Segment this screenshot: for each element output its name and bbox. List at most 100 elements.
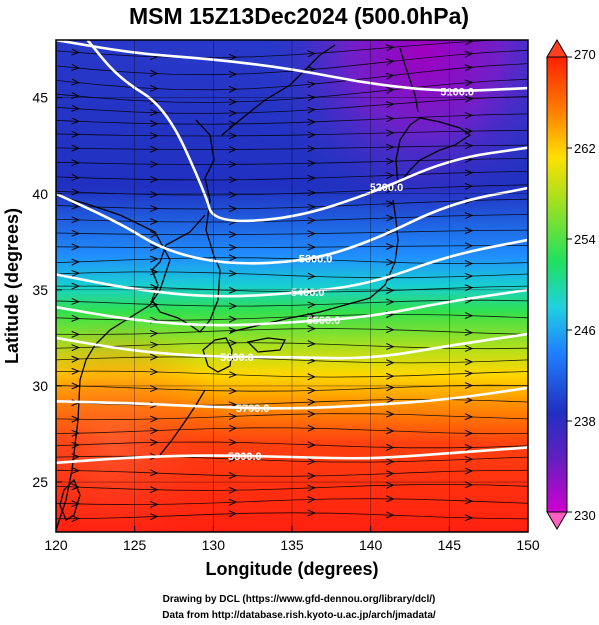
wind-arrow <box>71 243 80 251</box>
wind-arrow <box>71 415 80 423</box>
wind-arrow <box>228 145 238 153</box>
wind-arrow <box>150 244 159 251</box>
wind-arrow <box>71 467 80 474</box>
y-tick-label: 35 <box>32 282 48 298</box>
wind-arrow <box>71 355 80 363</box>
wind-arrow <box>386 298 395 306</box>
wind-arrow <box>228 371 238 379</box>
wind-arrow <box>71 104 80 112</box>
wind-arrow <box>149 69 159 77</box>
wind-arrow <box>228 160 238 168</box>
colorbar-tick-label: 262 <box>574 141 596 156</box>
y-tick-label: 25 <box>32 474 48 490</box>
wind-arrow <box>228 109 238 117</box>
wind-arrow <box>464 79 474 87</box>
wind-arrow <box>307 106 316 114</box>
wind-arrow <box>307 131 316 139</box>
wind-arrow <box>228 286 238 294</box>
wind-arrow <box>228 498 238 506</box>
contour-label: 5500.0 <box>307 315 341 327</box>
wind-arrow <box>386 359 395 367</box>
colorbar-tick-label: 246 <box>574 323 596 338</box>
wind-arrow <box>307 159 316 167</box>
wind-arrow <box>386 129 395 137</box>
longitude-ticks: 120 125 130 135 140 145 150 <box>44 526 540 553</box>
y-tick-label: 30 <box>32 378 48 394</box>
wind-arrow <box>150 120 159 128</box>
wind-arrow <box>464 429 474 437</box>
wind-arrow <box>71 48 80 56</box>
wind-arrow <box>464 242 474 250</box>
wind-arrow <box>228 387 238 395</box>
wind-arrow <box>307 398 316 406</box>
wind-arrow <box>386 326 395 334</box>
wind-arrow <box>71 483 80 491</box>
wind-arrow <box>150 190 159 198</box>
wind-arrow <box>228 176 238 184</box>
wind-arrow <box>228 53 238 61</box>
wind-arrow <box>307 325 316 333</box>
wind-arrow <box>464 112 474 119</box>
wind-arrow <box>464 382 474 390</box>
contour-label: 5600.0 <box>220 352 254 364</box>
wind-arrow <box>228 424 238 432</box>
wind-arrow <box>464 455 474 463</box>
wind-arrow <box>307 174 316 182</box>
wind-arrow <box>386 427 395 435</box>
wind-arrow <box>228 205 238 213</box>
x-tick-label: 140 <box>359 537 383 553</box>
wind-arrow <box>385 101 395 109</box>
wind-arrow <box>228 132 238 140</box>
wind-arrow <box>307 410 316 418</box>
wind-arrow <box>307 484 316 492</box>
wind-arrow <box>228 413 238 421</box>
wind-arrow <box>228 339 238 347</box>
wind-arrow <box>307 387 316 395</box>
wind-arrow <box>228 302 238 310</box>
wind-arrow <box>386 481 395 489</box>
wind-arrow <box>307 94 316 102</box>
wind-arrow <box>386 372 395 380</box>
wind-arrow <box>307 272 316 280</box>
wind-arrow <box>307 457 316 465</box>
wind-arrow <box>150 160 159 168</box>
wind-arrow <box>228 269 238 277</box>
height-contour <box>56 186 528 265</box>
wind-arrow <box>464 169 474 177</box>
wind-arrow <box>386 143 395 151</box>
wind-arrow <box>464 312 474 319</box>
hokkaido-coastline <box>395 117 472 187</box>
x-tick-label: 125 <box>123 537 147 553</box>
wind-arrow <box>228 70 238 78</box>
wind-arrow <box>307 509 316 517</box>
wind-arrow <box>464 272 474 280</box>
wind-arrow <box>307 81 316 89</box>
russia-coastline <box>221 44 336 136</box>
wind-arrow <box>150 439 159 446</box>
wind-arrow <box>71 298 80 305</box>
y-tick-label: 45 <box>32 90 48 106</box>
wind-arrow <box>464 227 474 235</box>
wind-arrow <box>385 186 395 194</box>
wind-arrow <box>386 214 395 222</box>
wind-arrow <box>71 159 80 167</box>
wind-arrow <box>150 109 159 116</box>
wind-arrow <box>150 469 159 477</box>
wind-arrow <box>150 341 159 349</box>
wind-arrow <box>228 231 238 238</box>
contour-labels: 5100.0 5200.0 5300.0 5400.0 5500.0 5600.0 5700… <box>220 87 474 463</box>
wind-arrow <box>386 242 395 250</box>
wind-arrow <box>150 486 159 494</box>
wind-arrow <box>464 396 474 404</box>
wind-arrow <box>150 300 159 308</box>
wind-arrow <box>71 174 80 181</box>
wind-arrow <box>307 145 316 153</box>
wind-arrow <box>228 472 238 479</box>
wind-arrow <box>71 130 80 138</box>
contour-label: 5100.0 <box>440 87 474 99</box>
wind-arrow <box>150 255 159 263</box>
contour-label: 5400.0 <box>291 287 325 299</box>
wind-arrow <box>386 172 395 180</box>
wind-arrow <box>150 368 159 376</box>
wind-arrow <box>71 314 80 322</box>
